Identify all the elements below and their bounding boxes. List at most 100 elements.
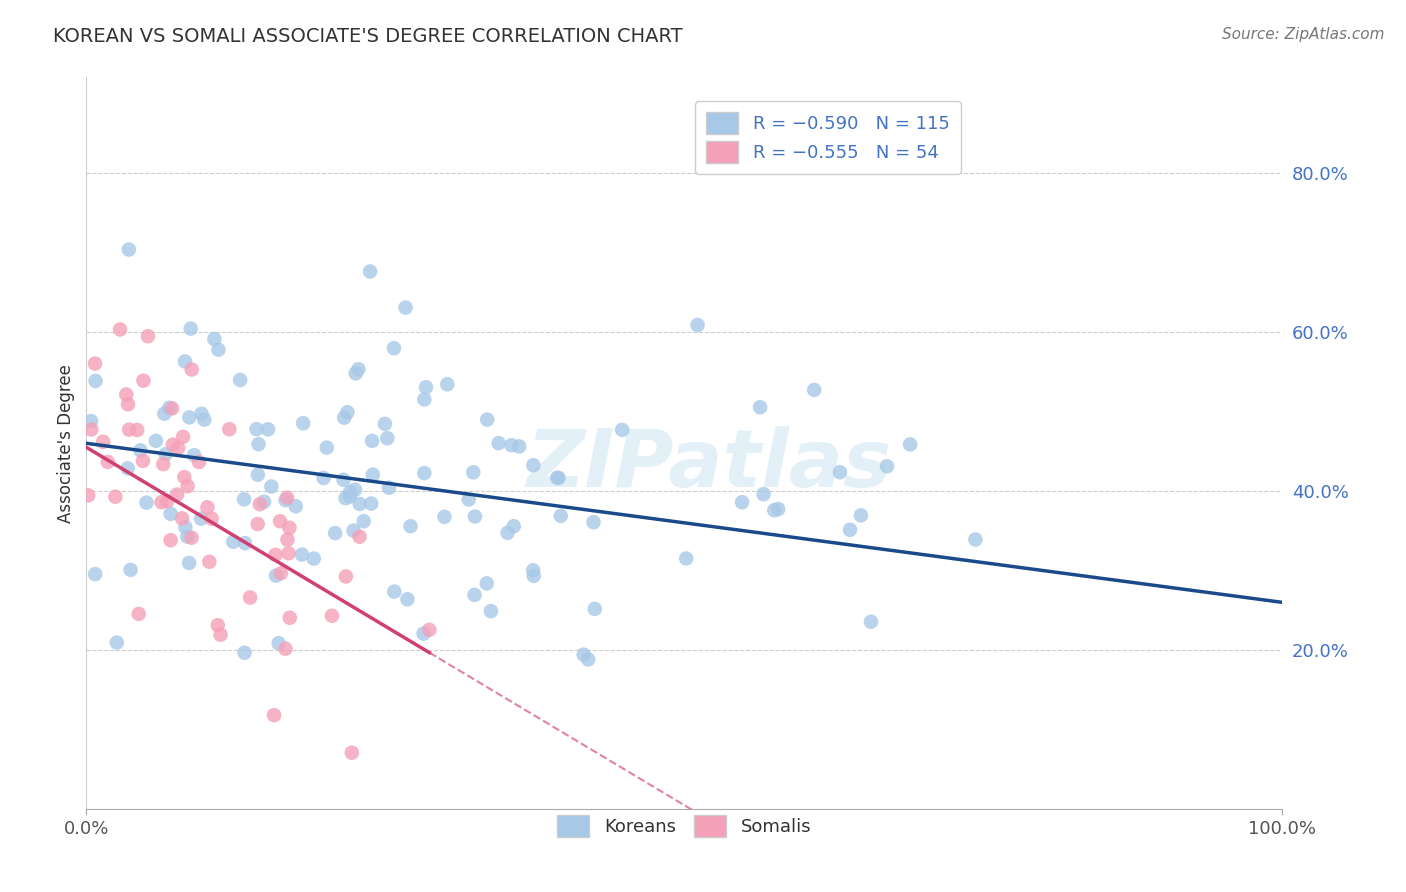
Point: [97, 455, 120, 469]
Point: [876, 459, 898, 474]
Point: [375, 431, 398, 445]
Point: [413, 466, 436, 480]
Point: [457, 492, 479, 507]
Point: [675, 551, 697, 566]
Point: [274, 641, 297, 656]
Point: [172, 430, 194, 444]
Point: [339, 485, 361, 500]
Point: [394, 301, 416, 315]
Point: [264, 568, 287, 582]
Point: [276, 533, 298, 547]
Point: [160, 401, 183, 416]
Point: [120, 563, 142, 577]
Point: [233, 646, 256, 660]
Point: [157, 401, 180, 415]
Point: [292, 416, 315, 430]
Point: [249, 497, 271, 511]
Point: [332, 473, 354, 487]
Point: [229, 373, 252, 387]
Point: [129, 443, 152, 458]
Point: [284, 500, 307, 514]
Point: [274, 493, 297, 508]
Point: [277, 546, 299, 560]
Point: [361, 467, 384, 482]
Point: [433, 509, 456, 524]
Point: [159, 533, 181, 548]
Point: [180, 321, 202, 335]
Text: Source: ZipAtlas.com: Source: ZipAtlas.com: [1222, 27, 1385, 42]
Point: [104, 490, 127, 504]
Point: [108, 322, 131, 336]
Point: [264, 548, 287, 562]
Point: [190, 407, 212, 421]
Point: [117, 461, 139, 475]
Point: [749, 401, 772, 415]
Point: [253, 494, 276, 508]
Point: [546, 471, 568, 485]
Point: [382, 341, 405, 355]
Point: [763, 503, 786, 517]
Point: [207, 618, 229, 632]
Point: [396, 592, 419, 607]
Point: [188, 455, 211, 469]
Point: [766, 502, 789, 516]
Point: [550, 508, 572, 523]
Point: [344, 367, 367, 381]
Point: [496, 525, 519, 540]
Point: [576, 652, 599, 666]
Point: [349, 530, 371, 544]
Point: [233, 536, 256, 550]
Point: [340, 746, 363, 760]
Point: [269, 514, 291, 528]
Point: [145, 434, 167, 448]
Point: [135, 495, 157, 509]
Point: [209, 628, 232, 642]
Point: [859, 615, 882, 629]
Point: [84, 357, 107, 371]
Point: [246, 516, 269, 531]
Point: [117, 397, 139, 411]
Point: [197, 500, 219, 515]
Point: [127, 423, 149, 437]
Point: [180, 531, 202, 545]
Point: [502, 519, 524, 533]
Point: [176, 479, 198, 493]
Point: [152, 457, 174, 471]
Point: [193, 413, 215, 427]
Point: [132, 374, 155, 388]
Point: [582, 515, 605, 529]
Point: [849, 508, 872, 523]
Point: [339, 490, 361, 504]
Point: [174, 520, 197, 534]
Point: [150, 495, 173, 509]
Point: [222, 534, 245, 549]
Point: [257, 422, 280, 436]
Point: [374, 417, 396, 431]
Point: [353, 514, 375, 528]
Legend: Koreans, Somalis: Koreans, Somalis: [550, 807, 818, 844]
Point: [118, 423, 141, 437]
Point: [378, 481, 401, 495]
Point: [166, 487, 188, 501]
Point: [155, 447, 177, 461]
Point: [77, 488, 100, 502]
Point: [247, 437, 270, 451]
Point: [686, 318, 709, 332]
Point: [523, 569, 546, 583]
Y-axis label: Associate's Degree: Associate's Degree: [58, 364, 75, 523]
Point: [263, 708, 285, 723]
Point: [522, 458, 544, 473]
Point: [347, 362, 370, 376]
Point: [183, 448, 205, 462]
Point: [731, 495, 754, 509]
Point: [333, 410, 356, 425]
Point: [415, 380, 437, 394]
Point: [173, 470, 195, 484]
Point: [198, 555, 221, 569]
Point: [172, 511, 194, 525]
Point: [335, 569, 357, 583]
Point: [267, 636, 290, 650]
Point: [501, 438, 523, 452]
Point: [752, 487, 775, 501]
Point: [360, 497, 382, 511]
